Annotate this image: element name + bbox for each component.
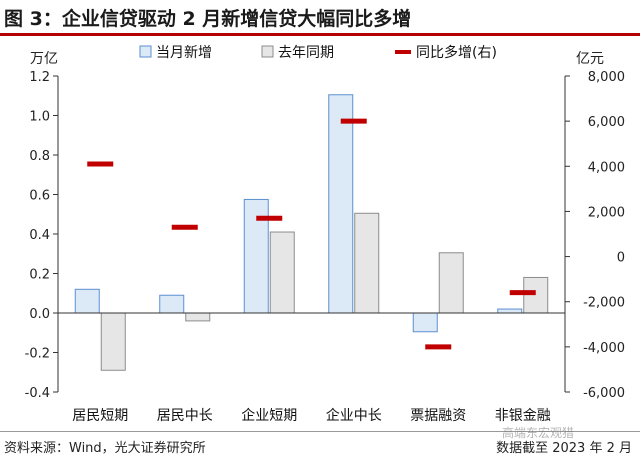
right-tick-label: 6,000 (588, 115, 625, 130)
data-cutoff-note: 数据截至 2023 年 2 月 (496, 441, 632, 456)
category-label: 企业中长 (326, 407, 382, 424)
legend-label-last-year: 去年同期 (278, 45, 334, 61)
footer-rule (0, 431, 640, 432)
category-label: 居民短期 (72, 408, 128, 424)
bars (74, 94, 549, 371)
left-axis-unit: 万亿 (30, 51, 58, 67)
left-tick-label: -0.4 (25, 386, 50, 401)
bar-last-year (100, 312, 126, 371)
right-tick-label: -6,000 (583, 386, 625, 401)
legend-label-yoy: 同比多增(右) (416, 44, 497, 61)
left-tick-label: 0.6 (29, 189, 50, 204)
title-rule (0, 33, 640, 36)
right-tick-label: 8,000 (588, 70, 625, 85)
right-axis: -6,000 -4,000 -2,000 0 2,000 4,000 6,000 8,000 (564, 70, 625, 401)
right-tick-label: 2,000 (588, 205, 625, 220)
bar-last-year (438, 252, 464, 314)
right-tick-label: -4,000 (583, 341, 625, 356)
category-label: 票据融资 (410, 408, 466, 424)
left-tick-label: 0.4 (29, 228, 50, 243)
right-tick-label: -2,000 (583, 296, 625, 311)
category-label: 居民中长 (157, 408, 213, 424)
bar-current-month (497, 308, 523, 314)
right-tick-label: 4,000 (588, 160, 625, 175)
left-tick-label: 0.2 (29, 268, 50, 283)
bar-current-month (74, 288, 100, 314)
category-label: 非银金融 (495, 408, 551, 424)
left-tick-label: -0.2 (25, 347, 50, 362)
legend-swatch-last-year (261, 45, 274, 58)
watermark: 高端东宏观猎 (502, 426, 575, 440)
category-label: 企业短期 (241, 407, 297, 424)
bar-current-month (159, 294, 185, 314)
axis-units: 万亿 亿元 (30, 51, 604, 67)
figure-header: 图 3：企业信贷驱动 2 月新增信贷大幅同比多增 (0, 0, 640, 38)
left-tick-label: 1.2 (29, 70, 50, 85)
bar-current-month (328, 94, 354, 314)
right-tick-label: 0 (617, 251, 625, 266)
yoy-markers (87, 118, 536, 350)
left-axis: -0.4 -0.2 0.0 0.2 0.4 0.6 0.8 1.0 1.2 (25, 70, 59, 401)
bar-current-month (412, 312, 438, 333)
left-tick-label: 0.8 (29, 149, 50, 164)
figure-title: 图 3：企业信贷驱动 2 月新增信贷大幅同比多增 (4, 8, 412, 30)
left-tick-label: 0.0 (29, 307, 50, 322)
bar-last-year (354, 212, 380, 314)
legend-label-current-month: 当月新增 (156, 45, 212, 61)
bar-last-year (523, 276, 549, 314)
category-labels: 居民短期 居民中长 企业短期 企业中长 票据融资 非银金融 (72, 407, 551, 424)
bar-last-year (269, 231, 295, 314)
left-tick-label: 1.0 (29, 110, 50, 125)
bar-last-year (185, 312, 211, 322)
right-axis-unit: 亿元 (576, 51, 604, 67)
legend-swatch-current-month (139, 45, 152, 58)
source-note: 资料来源：Wind，光大证券研究所 (4, 441, 206, 456)
chart: 万亿 亿元 当月新增 去年同期 同比多增(右) -0.4 -0.2 0.0 0.2 0.4 0.… (25, 44, 625, 424)
legend: 当月新增 去年同期 同比多增(右) (139, 44, 497, 61)
